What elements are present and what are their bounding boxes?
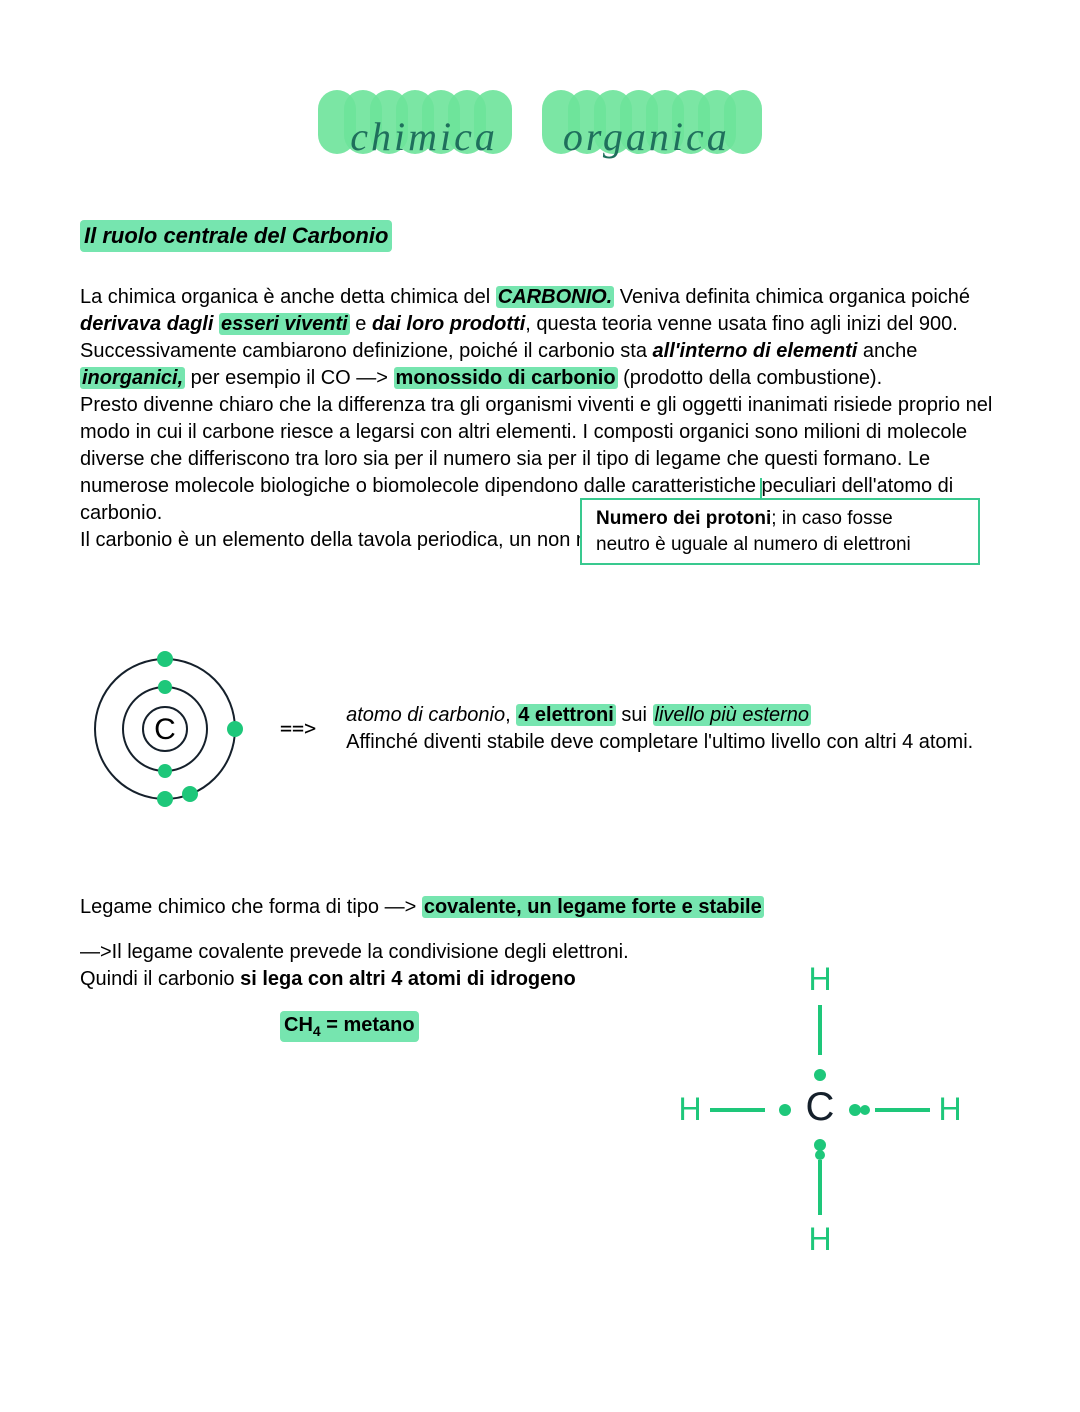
text: sui (616, 704, 653, 726)
bond-line-1: Legame chimico che forma di tipo —> cova… (80, 894, 1000, 921)
text: anche (857, 340, 917, 362)
svg-text:C: C (806, 1085, 835, 1129)
text: dai loro prodotti (372, 313, 525, 335)
formula-ch: CH (284, 1014, 313, 1036)
text-highlight-esseri-viventi: esseri viventi (219, 313, 350, 335)
svg-text:H: H (808, 1221, 831, 1257)
svg-text:H: H (808, 961, 831, 997)
arrow-implies: ==> (280, 715, 316, 742)
text-highlight-carbonio: CARBONIO. (496, 286, 614, 308)
text: La chimica organica è anche detta chimic… (80, 286, 496, 308)
callout-text: neutro è uguale al numero di elettroni (596, 534, 911, 555)
atom-symbol: C (154, 713, 176, 746)
text-highlight-livello-esterno: livello più esterno (653, 704, 812, 726)
text: si lega con altri 4 atomi di idrogeno (240, 968, 576, 990)
callout-text-bold: Numero dei protoni (596, 508, 771, 529)
text-highlight-covalente: covalente, un legame forte e stabile (422, 896, 764, 918)
svg-text:H: H (678, 1091, 701, 1127)
cursive-title: chimica organica (80, 110, 1000, 164)
callout-connector (760, 478, 762, 500)
text: atomo di carbonio (346, 704, 505, 726)
methane-formula: CH4 = metano (280, 1011, 419, 1042)
section-heading-text: Il ruolo centrale del Carbonio (80, 220, 392, 252)
text: (prodotto della combustione). (618, 367, 883, 389)
text: per esempio il CO —> (185, 367, 393, 389)
callout-text: ; in caso fosse (771, 508, 892, 529)
bubble-word-1 (324, 90, 506, 162)
atom-diagram-row: C ==> atomo di carbonio, 4 elettroni sui… (80, 644, 1000, 814)
text-highlight-4-elettroni: 4 elettroni (516, 704, 616, 726)
text: derivava dagli (80, 313, 219, 335)
text: all'interno di elementi (653, 340, 858, 362)
text: —>Il legame covalente prevede la condivi… (80, 941, 629, 963)
text: Affinché diventi stabile deve completare… (346, 731, 973, 753)
section-heading: Il ruolo centrale del Carbonio (80, 220, 1000, 270)
callout-numero-protoni: Numero dei protoni; in caso fosse neutro… (580, 498, 980, 565)
text: , (505, 704, 516, 726)
text-highlight-inorganici: inorganici, (80, 367, 185, 389)
text: e (350, 313, 372, 335)
page-title-graphic: chimica organica (80, 90, 1000, 180)
carbon-atom-diagram: C (80, 644, 250, 814)
text-highlight-monossido: monossido di carbonio (394, 367, 618, 389)
formula-metano: = metano (321, 1014, 415, 1036)
text: Legame chimico che forma di tipo —> (80, 896, 422, 918)
bubble-word-2 (548, 90, 756, 162)
methane-lewis-structure: C H H H H (670, 960, 970, 1268)
text: Veniva definita chimica organica poiché (614, 286, 970, 308)
atom-description: atomo di carbonio, 4 elettroni sui livel… (346, 702, 1000, 756)
text: Quindi il carbonio (80, 968, 240, 990)
formula-sub-4: 4 (313, 1023, 321, 1039)
svg-text:H: H (938, 1091, 961, 1127)
